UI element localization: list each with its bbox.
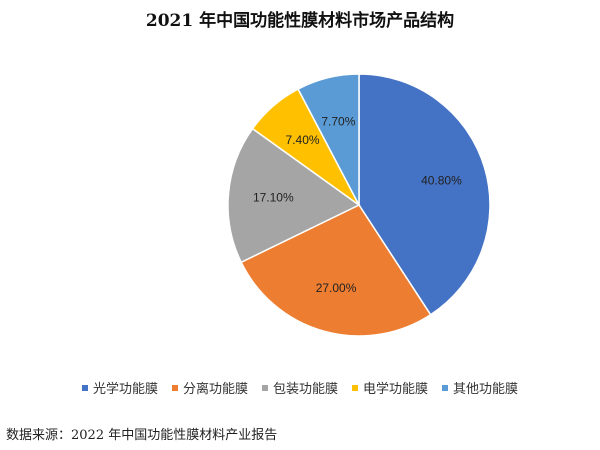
pie-slice-3	[227, 127, 361, 264]
pie-slices	[227, 73, 491, 337]
pie-slice-2	[240, 204, 432, 337]
pie-slice-5	[297, 73, 360, 206]
legend-swatch	[171, 384, 178, 391]
legend-label: 分离功能膜	[182, 382, 248, 397]
legend-label: 包装功能膜	[272, 382, 338, 397]
legend-label: 光学功能膜	[92, 382, 158, 397]
legend-label: 电学功能膜	[363, 382, 429, 397]
legend-swatch	[81, 384, 88, 391]
value-label-4: 7.40%	[286, 133, 320, 147]
legend-item-2: 分离功能膜	[171, 378, 248, 397]
legend-item-5: 其他功能膜	[442, 378, 518, 397]
pie-value-labels: 40.80% 27.00% 17.10% 7.40%7.70%	[253, 115, 462, 295]
value-label-2: 27.00%	[316, 281, 357, 295]
chart-title: 2021 年中国功能性膜材料市场产品结构	[145, 11, 455, 31]
legend-swatch	[261, 384, 268, 391]
legend-item-1: 光学功能膜	[81, 378, 158, 397]
legend-swatch	[352, 384, 358, 391]
legend-item-3: 包装功能膜	[261, 378, 338, 397]
legend-label: 其他功能膜	[453, 382, 519, 397]
value-label-3: 17.10%	[253, 191, 294, 205]
legend-item-4: 电学功能膜	[352, 378, 428, 397]
legend-swatch	[442, 384, 449, 391]
pie-chart: 40.80% 27.00% 17.10% 7.40%7.70%	[227, 73, 491, 337]
chart-legend: 光学功能膜 分离功能膜 包装功能膜 电学功能膜 其他功能膜	[0, 378, 600, 397]
value-label-1: 40.80%	[421, 173, 462, 187]
value-label-5: 7.70%	[321, 115, 355, 129]
source-note: 数据来源：2022 年中国功能性膜材料产业报告	[6, 428, 278, 443]
